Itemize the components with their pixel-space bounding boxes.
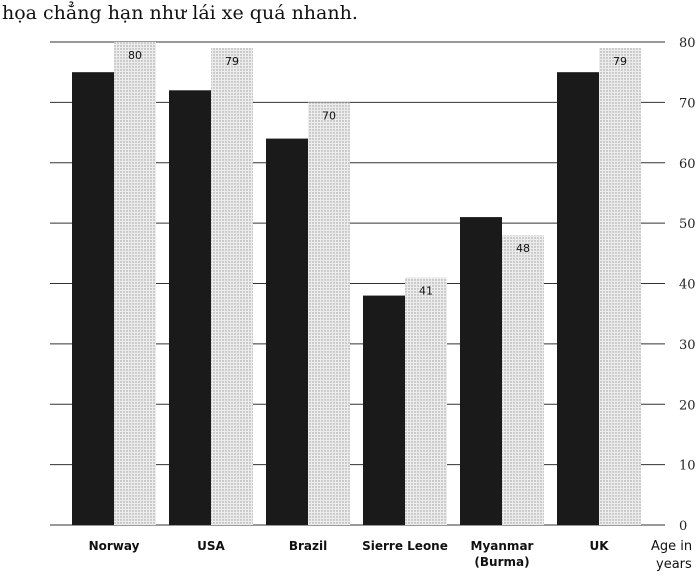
category-label: USA — [197, 539, 225, 553]
bar-light — [211, 48, 253, 525]
y-tick-label: 30 — [679, 338, 696, 353]
y-axis-label: Age in years — [651, 539, 692, 572]
y-tick-label: 60 — [679, 157, 696, 172]
data-label: 48 — [516, 242, 530, 255]
category-label: Myanmar (Burma) — [471, 539, 534, 569]
bar-light — [405, 277, 447, 525]
bars — [72, 42, 641, 526]
bar-light — [308, 102, 350, 525]
data-label: 79 — [613, 55, 627, 68]
data-label: 79 — [225, 55, 239, 68]
y-tick-label: 10 — [679, 459, 696, 474]
category-label: UK — [589, 539, 609, 553]
bar-dark — [460, 217, 502, 525]
bar-light — [599, 48, 641, 525]
y-tick-label: 40 — [679, 278, 696, 293]
bar-dark — [363, 295, 405, 525]
y-tick-label: 0 — [679, 519, 687, 534]
y-tick-label: 70 — [679, 96, 696, 111]
bar-dark — [266, 138, 308, 525]
bar-dark — [72, 72, 114, 525]
bar-dark — [557, 72, 599, 525]
data-label: 70 — [322, 109, 336, 122]
data-label: 80 — [128, 49, 142, 62]
labels: 0 10 20 30 40 50 60 70 80 80 Norway 79 USA 70 Brazil 41… — [89, 36, 696, 572]
data-label: 41 — [419, 284, 433, 297]
bar-light — [114, 42, 156, 525]
category-label: Sierre Leone — [362, 539, 448, 553]
y-tick-label: 20 — [679, 398, 696, 413]
category-label: Brazil — [289, 539, 327, 553]
page-heading: họa chẳng hạn như lái xe quá nhanh. — [2, 2, 358, 24]
y-tick-label: 50 — [679, 217, 696, 232]
bar-light — [502, 235, 544, 525]
category-label: Norway — [89, 539, 140, 553]
y-tick-label: 80 — [679, 36, 696, 51]
bar-dark — [169, 90, 211, 526]
